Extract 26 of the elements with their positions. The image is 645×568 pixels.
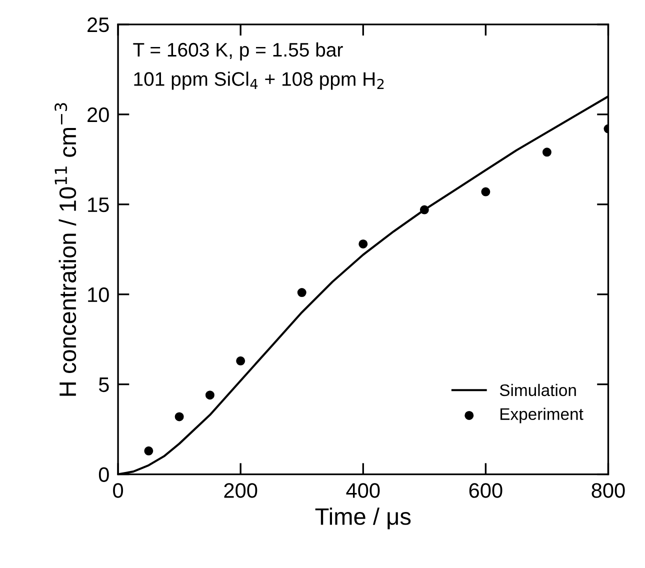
point	[297, 288, 306, 298]
point	[205, 390, 214, 400]
x-tick-label: 600	[469, 483, 502, 498]
point	[174, 412, 184, 422]
x-tick-label: 400	[346, 483, 380, 498]
y-tick-label: 5	[98, 378, 109, 392]
annotation: 101 ppm SiCl$_{4}$ + 108 ppm H$_{2}$	[134, 72, 384, 90]
point	[144, 446, 154, 456]
point	[481, 187, 490, 196]
y-axis-title: H concentration / 10$^{11}$ cm$^{−3}$	[54, 103, 76, 396]
point	[358, 239, 368, 248]
legend-label: Experiment	[500, 408, 584, 424]
y-tick-label: 20	[88, 107, 109, 122]
annotation: T = 1603 K, p = 1.55 bar	[133, 42, 343, 61]
x-tick-label: 0	[113, 483, 124, 498]
y-tick-label: 10	[88, 287, 109, 302]
x-tick-label: 800	[592, 483, 625, 498]
point	[236, 356, 246, 366]
legend-label: Simulation	[500, 384, 576, 396]
y-tick-label: 0	[98, 467, 109, 482]
x-tick-label: 200	[224, 483, 258, 498]
y-tick-label: 15	[88, 198, 109, 212]
y-tick-label: 25	[88, 17, 109, 32]
x-axis-title: Time / μs	[315, 508, 411, 530]
point	[542, 148, 552, 157]
point	[420, 205, 429, 214]
